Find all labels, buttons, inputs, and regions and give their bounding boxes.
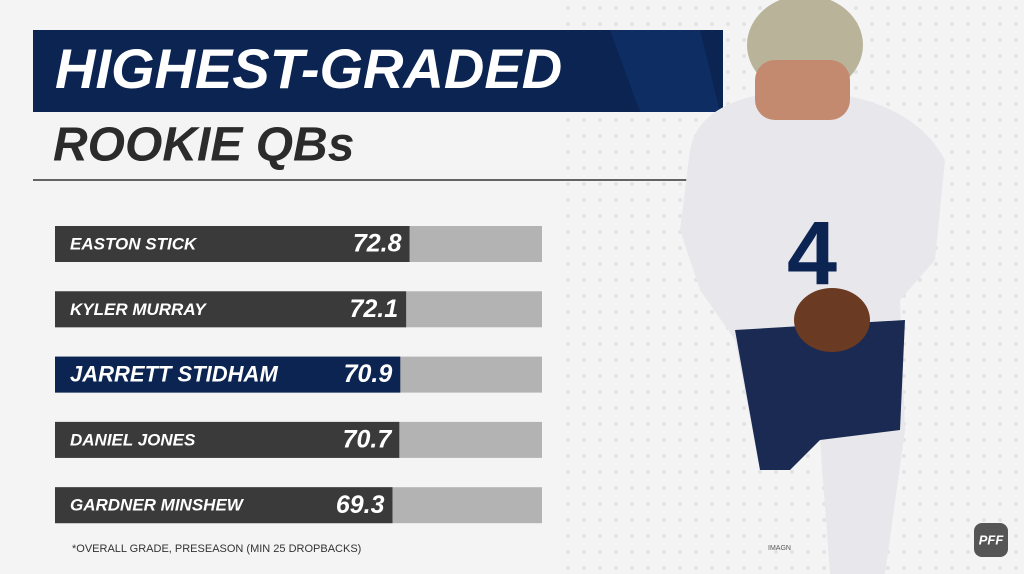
bar-label: JARRETT STIDHAM bbox=[70, 361, 278, 386]
bar-label: GARDNER MINSHEW bbox=[70, 496, 245, 515]
title-banner bbox=[33, 30, 723, 112]
bar bbox=[55, 487, 393, 524]
logo-shape bbox=[610, 30, 720, 112]
bar bbox=[55, 356, 401, 393]
value-label: 69.3 bbox=[336, 491, 385, 519]
bar-label: DANIEL JONES bbox=[70, 430, 196, 449]
chart-title: HIGHEST-GRADED bbox=[55, 37, 562, 100]
svg-text:4: 4 bbox=[787, 204, 837, 304]
bar-label: EASTON STICK bbox=[70, 234, 198, 253]
logo-badge bbox=[974, 523, 1008, 557]
photo-credit: IMAGN bbox=[768, 545, 791, 552]
bar bbox=[55, 421, 400, 458]
bar bbox=[55, 226, 410, 262]
bar-label: KYLER MURRAY bbox=[70, 300, 207, 319]
value-label: 72.1 bbox=[349, 295, 398, 323]
value-label: 70.9 bbox=[344, 360, 393, 388]
logo-text: PFF bbox=[979, 532, 1005, 547]
bar bbox=[55, 291, 407, 328]
chart-subtitle: ROOKIE QBs bbox=[53, 119, 354, 172]
value-label: 72.8 bbox=[353, 230, 402, 258]
player-photo: 4 bbox=[680, 0, 945, 574]
footnote: *OVERALL GRADE, PRESEASON (MIN 25 DROPBA… bbox=[72, 543, 361, 555]
value-label: 70.7 bbox=[343, 426, 393, 454]
